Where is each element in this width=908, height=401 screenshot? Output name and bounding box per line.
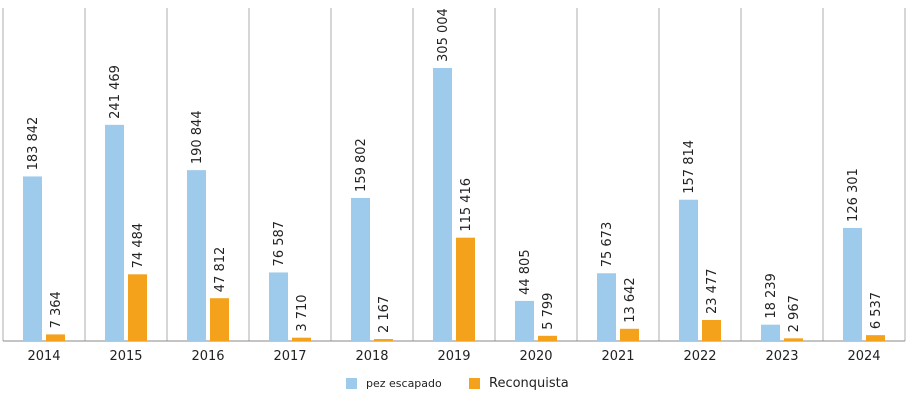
- bar: [866, 335, 885, 341]
- bar: [374, 339, 393, 341]
- x-tick-label: 2023: [765, 349, 798, 364]
- value-label: 3 710: [295, 294, 310, 331]
- value-label: 2 967: [787, 295, 802, 332]
- bar: [679, 199, 698, 341]
- value-label: 13 642: [623, 277, 638, 323]
- bar: [538, 335, 557, 341]
- value-label: 305 004: [436, 8, 451, 62]
- bar: [761, 324, 780, 341]
- x-tick-label: 2017: [273, 349, 306, 364]
- x-tick-label: 2024: [847, 349, 880, 364]
- value-label: 2 167: [377, 296, 392, 333]
- value-label: 74 484: [131, 223, 146, 269]
- bar: [187, 170, 206, 341]
- bar: [433, 67, 452, 341]
- bar: [292, 337, 311, 341]
- bar: [351, 197, 370, 341]
- value-label: 126 301: [846, 168, 861, 222]
- bar: [702, 319, 721, 341]
- value-label: 23 477: [705, 268, 720, 314]
- legend-swatch: [469, 378, 480, 389]
- value-label: 76 587: [272, 221, 287, 267]
- x-tick-label: 2018: [355, 349, 388, 364]
- x-tick-label: 2014: [27, 349, 60, 364]
- value-label: 190 844: [190, 110, 205, 164]
- bar: [784, 338, 803, 341]
- legend-swatch: [346, 378, 357, 389]
- value-label: 18 239: [764, 273, 779, 319]
- x-tick-label: 2015: [109, 349, 142, 364]
- value-label: 6 537: [869, 292, 884, 329]
- bar: [515, 300, 534, 341]
- value-label: 241 469: [108, 65, 123, 119]
- x-tick-label: 2016: [191, 349, 224, 364]
- value-label: 115 416: [459, 178, 474, 232]
- bar: [46, 334, 65, 341]
- bar: [620, 328, 639, 341]
- bar: [23, 176, 42, 341]
- value-label: 44 805: [518, 249, 533, 295]
- value-label: 183 842: [26, 117, 41, 171]
- bar: [269, 272, 288, 341]
- x-tick-label: 2021: [601, 349, 634, 364]
- legend-label: pez escapado: [366, 377, 442, 390]
- value-label: 157 814: [682, 140, 697, 194]
- x-tick-label: 2022: [683, 349, 716, 364]
- x-tick-label: 2020: [519, 349, 552, 364]
- value-label: 75 673: [600, 222, 615, 268]
- bar: [128, 274, 147, 341]
- value-label: 5 799: [541, 293, 556, 330]
- value-label: 159 802: [354, 138, 369, 192]
- bar: [210, 298, 229, 341]
- legend-label: Reconquista: [489, 376, 569, 391]
- bar: [597, 273, 616, 341]
- bar: [843, 227, 862, 341]
- bar: [456, 237, 475, 341]
- value-label: 47 812: [213, 247, 228, 293]
- x-tick-label: 2019: [437, 349, 470, 364]
- bar: [105, 124, 124, 341]
- value-label: 7 364: [49, 291, 64, 328]
